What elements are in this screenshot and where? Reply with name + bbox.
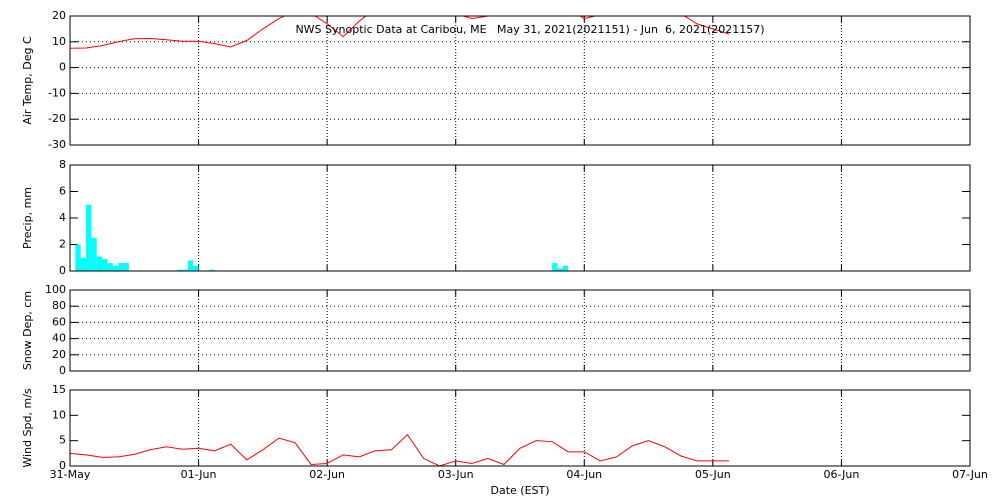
line xyxy=(70,433,729,466)
bar xyxy=(75,244,81,271)
bar xyxy=(562,265,569,271)
y-tick-label: 100 xyxy=(45,283,66,296)
y-tick-label: 20 xyxy=(52,9,66,22)
line xyxy=(70,16,730,49)
x-tick-label: 06-Jun xyxy=(824,468,860,481)
plot-area xyxy=(75,204,569,271)
bar xyxy=(91,237,97,271)
bar xyxy=(557,268,563,271)
bar xyxy=(118,263,124,271)
x-tick-label: 01-Jun xyxy=(181,468,217,481)
y-tick-label: 20 xyxy=(52,348,66,361)
x-tick-label: 31-May xyxy=(50,468,91,481)
bar xyxy=(123,263,129,271)
bar xyxy=(552,263,558,271)
y-tick-label: 40 xyxy=(52,332,66,345)
bar xyxy=(112,265,119,271)
y-axis-label: Air Temp, Deg C xyxy=(21,36,34,125)
y-tick-label: 60 xyxy=(52,315,66,328)
bar xyxy=(86,204,92,271)
y-tick-label: 8 xyxy=(59,158,66,171)
plot-area xyxy=(70,16,730,49)
bar xyxy=(80,257,87,271)
y-tick-label: 80 xyxy=(52,299,66,312)
plot-area xyxy=(70,433,729,466)
y-tick-label: -10 xyxy=(48,86,66,99)
chart-title: NWS Synoptic Data at Caribou, ME May 31,… xyxy=(295,23,764,36)
bar xyxy=(182,269,188,271)
y-tick-label: -30 xyxy=(48,138,66,151)
bar xyxy=(107,263,113,271)
frame xyxy=(69,164,971,272)
y-tick-label: 0 xyxy=(59,459,66,472)
y-tick-label: 15 xyxy=(52,383,66,396)
frame xyxy=(69,289,971,372)
frame xyxy=(69,15,971,146)
y-tick-label: 10 xyxy=(52,408,66,421)
bar xyxy=(193,265,199,271)
x-tick-label: 04-Jun xyxy=(566,468,602,481)
x-tick-label: 02-Jun xyxy=(309,468,345,481)
y-tick-label: 4 xyxy=(59,211,66,224)
bar xyxy=(102,259,108,271)
y-axis-label: Wind Spd, m/s xyxy=(21,388,34,468)
y-axis-label: Snow Dep, cm xyxy=(21,291,34,370)
y-tick-label: 6 xyxy=(59,185,66,198)
x-tick-label: 07-Jun xyxy=(952,468,988,481)
y-tick-label: -20 xyxy=(48,112,66,125)
bar xyxy=(177,269,183,271)
x-tick-label: 05-Jun xyxy=(695,468,731,481)
y-tick-label: 5 xyxy=(59,434,66,447)
y-tick-label: 2 xyxy=(59,238,66,251)
x-tick-label: 03-Jun xyxy=(438,468,474,481)
frame xyxy=(69,389,971,467)
y-axis-label: Precip, mm xyxy=(21,187,34,249)
x-axis-label: Date (EST) xyxy=(490,484,549,497)
bar xyxy=(209,269,215,271)
y-tick-label: 0 xyxy=(59,364,66,377)
y-tick-label: 10 xyxy=(52,35,66,48)
bar xyxy=(187,260,194,271)
y-tick-label: 0 xyxy=(59,61,66,74)
bar xyxy=(96,256,103,271)
y-tick-label: 0 xyxy=(59,264,66,277)
